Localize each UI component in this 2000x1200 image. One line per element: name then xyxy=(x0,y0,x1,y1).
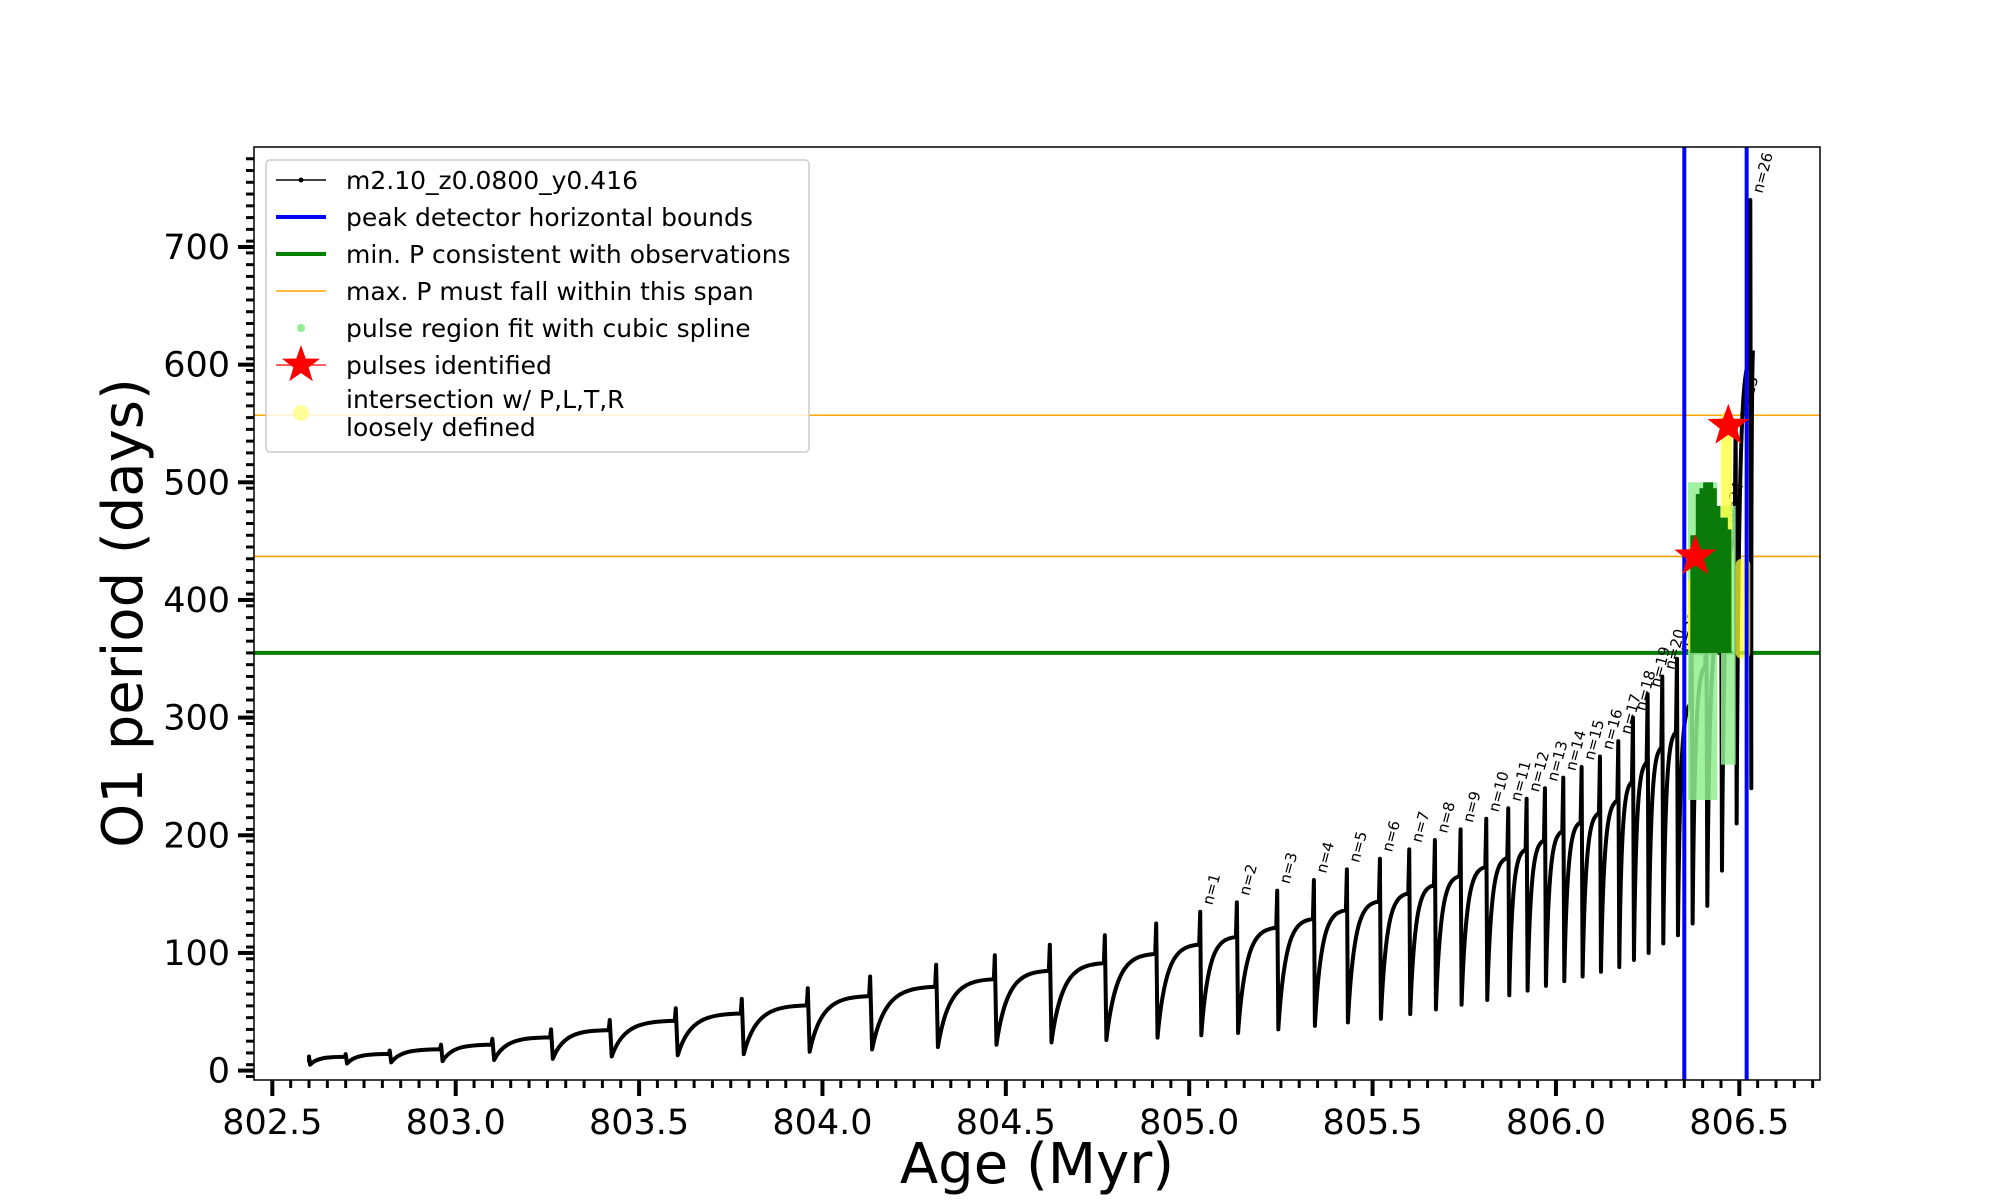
y-axis: 0 100 200 300 400 500 600 700 xyxy=(163,157,254,1092)
legend-swatch-dot xyxy=(293,405,309,421)
legend-label: pulses identified xyxy=(346,351,552,380)
legend-label: pulse region fit with cubic spline xyxy=(346,314,751,343)
legend-swatch-dot xyxy=(297,324,305,332)
y-tick-label: 500 xyxy=(163,463,230,503)
y-tick-label: 200 xyxy=(163,816,230,856)
overlay-layer xyxy=(1674,147,1751,1080)
x-tick-label: 803.5 xyxy=(589,1103,689,1143)
y-tick-label: 300 xyxy=(163,699,230,739)
identified-pulse-star-1 xyxy=(1674,534,1717,575)
legend-box xyxy=(265,159,810,453)
x-tick-label: 806.0 xyxy=(1506,1103,1606,1143)
green-pulse-bar-8 xyxy=(1721,529,1732,653)
x-tick-label: 806.5 xyxy=(1689,1103,1789,1143)
y-tick-label: 700 xyxy=(163,228,230,268)
legend-label: intersection w/ P,L,T,R xyxy=(346,385,625,414)
x-tick-label: 802.5 xyxy=(222,1103,322,1143)
y-tick-label: 400 xyxy=(163,581,230,621)
identified-pulse-star-2 xyxy=(1707,403,1750,444)
x-tick-label: 804.5 xyxy=(956,1103,1056,1143)
x-tick-label: 804.0 xyxy=(772,1103,872,1143)
legend-label: loosely defined xyxy=(346,413,536,442)
x-tick-label: 805.0 xyxy=(1139,1103,1239,1143)
x-axis-title: Age (Myr) xyxy=(900,1132,1174,1197)
y-tick-label: 0 xyxy=(208,1052,230,1092)
y-tick-label: 600 xyxy=(163,346,230,386)
legend-label: peak detector horizontal bounds xyxy=(346,203,753,232)
x-tick-label: 805.5 xyxy=(1322,1103,1422,1143)
x-axis: 802.5 803.0 803.5 804.0 804.5 805.0 805.5 806.0… xyxy=(222,1080,1815,1143)
green-pulse-bar-6 xyxy=(1710,505,1721,653)
legend-swatch-marker xyxy=(298,177,304,183)
plot-frame xyxy=(253,146,1821,1081)
x-tick-label: 803.0 xyxy=(406,1103,506,1143)
y-axis-title: O1 period (days) xyxy=(91,378,156,848)
legend-swatch-star xyxy=(282,345,320,382)
legend-label: max. P must fall within this span xyxy=(346,277,754,306)
legend-label: min. P consistent with observations xyxy=(346,240,791,269)
legend-label: m2.10_z0.0800_y0.416 xyxy=(346,166,638,195)
y-tick-label: 100 xyxy=(163,934,230,974)
green-pulse-bar-1 xyxy=(1690,535,1701,653)
